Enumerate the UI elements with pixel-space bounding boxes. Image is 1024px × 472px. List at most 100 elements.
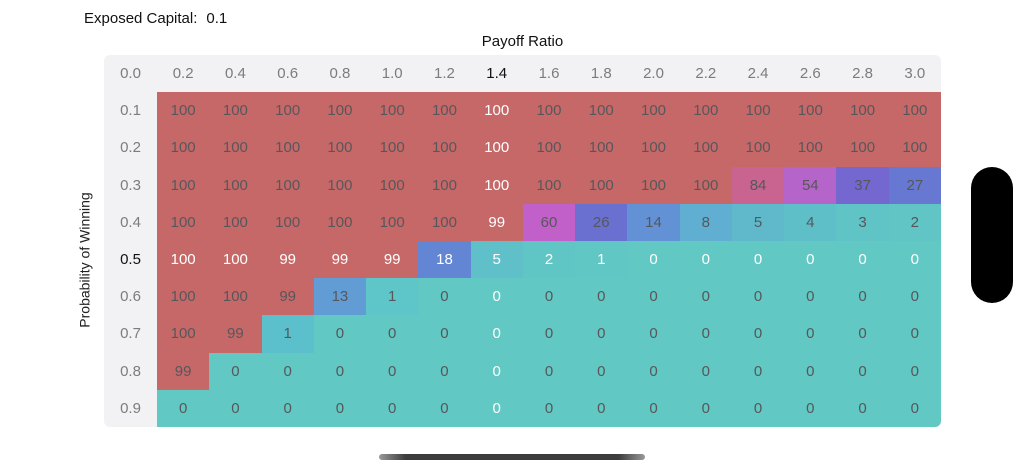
row-label-0.3[interactable]: 0.3 xyxy=(104,166,157,204)
column-header-1.4[interactable]: 1.4 xyxy=(470,55,523,93)
cell-p0.7-r0.4[interactable]: 99 xyxy=(209,315,262,353)
cell-p0.9-r0.2[interactable]: 0 xyxy=(157,389,210,427)
row-label-0.9[interactable]: 0.9 xyxy=(104,389,157,427)
cell-p0.1-r0.4[interactable]: 100 xyxy=(209,92,262,130)
cell-p0.3-r2.6[interactable]: 54 xyxy=(784,166,837,204)
column-header-0.6[interactable]: 0.6 xyxy=(261,55,314,93)
cell-p0.7-r1.0[interactable]: 0 xyxy=(366,315,419,353)
cell-p0.9-r1.4[interactable]: 0 xyxy=(470,389,523,427)
row-label-0.4[interactable]: 0.4 xyxy=(104,203,157,241)
column-header-1.2[interactable]: 1.2 xyxy=(418,55,471,93)
cell-p0.2-r0.4[interactable]: 100 xyxy=(209,129,262,167)
cell-p0.8-r0.2[interactable]: 99 xyxy=(157,352,210,390)
cell-p0.1-r1.8[interactable]: 100 xyxy=(575,92,628,130)
column-header-0.4[interactable]: 0.4 xyxy=(209,55,262,93)
cell-p0.3-r0.6[interactable]: 100 xyxy=(261,166,314,204)
cell-p0.5-r2.4[interactable]: 0 xyxy=(731,240,785,279)
row-label-0.1[interactable]: 0.1 xyxy=(104,92,157,130)
column-header-0.8[interactable]: 0.8 xyxy=(313,55,367,93)
cell-p0.3-r2.8[interactable]: 37 xyxy=(836,166,889,204)
cell-p0.9-r0.6[interactable]: 0 xyxy=(261,389,314,427)
cell-p0.3-r0.8[interactable]: 100 xyxy=(313,166,367,204)
cell-p0.4-r2.0[interactable]: 14 xyxy=(627,203,680,241)
cell-p0.6-r0.4[interactable]: 100 xyxy=(209,278,262,316)
cell-p0.2-r2.6[interactable]: 100 xyxy=(784,129,837,167)
cell-p0.9-r3.0[interactable]: 0 xyxy=(888,389,941,427)
row-label-0.5[interactable]: 0.5 xyxy=(104,240,157,279)
cell-p0.7-r0.2[interactable]: 100 xyxy=(157,315,210,353)
cell-p0.5-r2.6[interactable]: 0 xyxy=(784,240,837,279)
cell-p0.3-r1.6[interactable]: 100 xyxy=(522,166,576,204)
cell-p0.9-r2.8[interactable]: 0 xyxy=(836,389,889,427)
cell-p0.8-r2.8[interactable]: 0 xyxy=(836,352,889,390)
cell-p0.5-r0.6[interactable]: 99 xyxy=(261,240,314,279)
cell-p0.2-r1.6[interactable]: 100 xyxy=(522,129,576,167)
cell-p0.6-r1.2[interactable]: 0 xyxy=(418,278,471,316)
cell-p0.5-r1.0[interactable]: 99 xyxy=(366,240,419,279)
cell-p0.4-r3.0[interactable]: 2 xyxy=(888,203,941,241)
cell-p0.3-r1.0[interactable]: 100 xyxy=(366,166,419,204)
cell-p0.6-r1.0[interactable]: 1 xyxy=(366,278,419,316)
cell-p0.7-r2.2[interactable]: 0 xyxy=(679,315,732,353)
column-header-3.0[interactable]: 3.0 xyxy=(888,55,941,93)
column-header-2.8[interactable]: 2.8 xyxy=(836,55,889,93)
cell-p0.6-r2.8[interactable]: 0 xyxy=(836,278,889,316)
cell-p0.5-r0.8[interactable]: 99 xyxy=(313,240,367,279)
cell-p0.7-r2.0[interactable]: 0 xyxy=(627,315,680,353)
cell-p0.8-r2.4[interactable]: 0 xyxy=(731,352,785,390)
cell-p0.6-r1.4[interactable]: 0 xyxy=(470,278,523,316)
row-label-0.7[interactable]: 0.7 xyxy=(104,315,157,353)
cell-p0.4-r1.8[interactable]: 26 xyxy=(575,203,628,241)
column-header-0.0[interactable]: 0.0 xyxy=(104,55,157,93)
cell-p0.7-r0.8[interactable]: 0 xyxy=(313,315,367,353)
cell-p0.6-r1.6[interactable]: 0 xyxy=(522,278,576,316)
cell-p0.9-r0.8[interactable]: 0 xyxy=(313,389,367,427)
cell-p0.8-r0.4[interactable]: 0 xyxy=(209,352,262,390)
cell-p0.2-r1.8[interactable]: 100 xyxy=(575,129,628,167)
cell-p0.4-r1.4[interactable]: 99 xyxy=(470,203,523,241)
cell-p0.8-r1.4[interactable]: 0 xyxy=(470,352,523,390)
cell-p0.4-r1.6[interactable]: 60 xyxy=(522,203,576,241)
cell-p0.4-r2.6[interactable]: 4 xyxy=(784,203,837,241)
cell-p0.2-r0.2[interactable]: 100 xyxy=(157,129,210,167)
cell-p0.3-r2.0[interactable]: 100 xyxy=(627,166,680,204)
cell-p0.8-r1.8[interactable]: 0 xyxy=(575,352,628,390)
cell-p0.2-r2.2[interactable]: 100 xyxy=(679,129,732,167)
column-header-2.4[interactable]: 2.4 xyxy=(731,55,785,93)
cell-p0.7-r1.2[interactable]: 0 xyxy=(418,315,471,353)
cell-p0.7-r1.8[interactable]: 0 xyxy=(575,315,628,353)
cell-p0.8-r2.0[interactable]: 0 xyxy=(627,352,680,390)
cell-p0.3-r1.8[interactable]: 100 xyxy=(575,166,628,204)
column-header-2.2[interactable]: 2.2 xyxy=(679,55,732,93)
cell-p0.2-r0.8[interactable]: 100 xyxy=(313,129,367,167)
cell-p0.1-r0.6[interactable]: 100 xyxy=(261,92,314,130)
column-header-1.0[interactable]: 1.0 xyxy=(366,55,419,93)
column-header-0.2[interactable]: 0.2 xyxy=(157,55,210,93)
cell-p0.1-r2.8[interactable]: 100 xyxy=(836,92,889,130)
cell-p0.6-r0.2[interactable]: 100 xyxy=(157,278,210,316)
cell-p0.4-r0.4[interactable]: 100 xyxy=(209,203,262,241)
cell-p0.8-r3.0[interactable]: 0 xyxy=(888,352,941,390)
cell-p0.9-r0.4[interactable]: 0 xyxy=(209,389,262,427)
cell-p0.4-r2.8[interactable]: 3 xyxy=(836,203,889,241)
cell-p0.1-r2.0[interactable]: 100 xyxy=(627,92,680,130)
cell-p0.5-r0.4[interactable]: 100 xyxy=(209,240,262,279)
cell-p0.6-r2.6[interactable]: 0 xyxy=(784,278,837,316)
home-indicator[interactable] xyxy=(379,454,645,460)
cell-p0.9-r2.0[interactable]: 0 xyxy=(627,389,680,427)
row-label-0.6[interactable]: 0.6 xyxy=(104,278,157,316)
cell-p0.9-r1.8[interactable]: 0 xyxy=(575,389,628,427)
cell-p0.2-r1.0[interactable]: 100 xyxy=(366,129,419,167)
cell-p0.4-r2.2[interactable]: 8 xyxy=(679,203,732,241)
cell-p0.4-r2.4[interactable]: 5 xyxy=(731,203,785,241)
cell-p0.1-r0.2[interactable]: 100 xyxy=(157,92,210,130)
cell-p0.2-r2.8[interactable]: 100 xyxy=(836,129,889,167)
cell-p0.4-r0.2[interactable]: 100 xyxy=(157,203,210,241)
cell-p0.8-r0.8[interactable]: 0 xyxy=(313,352,367,390)
cell-p0.5-r2.2[interactable]: 0 xyxy=(679,240,732,279)
cell-p0.7-r1.6[interactable]: 0 xyxy=(522,315,576,353)
cell-p0.2-r2.4[interactable]: 100 xyxy=(731,129,785,167)
cell-p0.8-r0.6[interactable]: 0 xyxy=(261,352,314,390)
cell-p0.5-r0.2[interactable]: 100 xyxy=(157,240,210,279)
cell-p0.5-r2.0[interactable]: 0 xyxy=(627,240,680,279)
